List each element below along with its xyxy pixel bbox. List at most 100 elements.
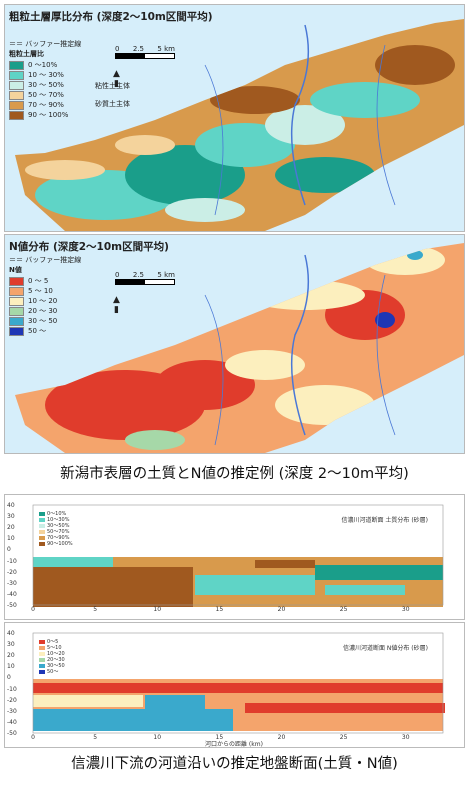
section1-x-tick-label: 20 [277, 606, 286, 613]
section2-legend-swatch [39, 640, 45, 644]
section1-legend-label: 50〜70% [47, 529, 70, 535]
section1-x-tick-label: 0 [31, 606, 35, 613]
section2-x-tick-label: 25 [339, 734, 348, 741]
map2-scale-bar: 0 2.5 5 km [115, 271, 175, 285]
map2-legend-label: 50 ～ [28, 326, 47, 335]
section2-legend-swatch [39, 646, 45, 650]
map2-legend-item: 5 ～ 10 [9, 286, 81, 296]
section1-y-tick-label: 10 [7, 535, 15, 543]
section1-legend-label: 10〜30% [47, 517, 70, 523]
map2-legend-swatch [9, 316, 24, 326]
map1-legend-item: 30 ～ 50% [9, 80, 81, 90]
section2-title: 信濃川河道断面 N値分布 (砂層) [343, 645, 428, 652]
section1-y-tick-label: -50 [7, 602, 17, 609]
section2-y-tick-label: 10 [7, 663, 15, 671]
n-value-section-graphic [32, 632, 445, 734]
map2-legend-swatch [9, 326, 24, 336]
map2-title: N値分布 (深度2～10m区間平均) [9, 241, 169, 253]
section2-legend-label: 20〜30 [47, 657, 65, 663]
section2-y-tick-label: -10 [7, 685, 17, 693]
section2-legend: 0〜5 5〜10 10〜20 20〜30 30〜50 50〜 [39, 639, 65, 675]
map2-buffer-label: ＝＝ バッファー推定線 [9, 256, 82, 264]
section1-x-tick-label: 30 [401, 606, 410, 613]
map2-legend-title: N値 [9, 266, 22, 274]
map1-annot-top: 粘性土主体 [95, 82, 130, 90]
map1-legend-title: 粗粒土層比 [9, 50, 44, 58]
section1-legend-item: 90〜100% [39, 541, 73, 547]
section2-y-tick-label: 30 [7, 641, 15, 649]
map2-legend-label: 10 ～ 20 [28, 296, 58, 305]
section2-legend-swatch [39, 658, 45, 662]
section1-legend-label: 70〜90% [47, 535, 70, 541]
section2-legend-swatch [39, 652, 45, 656]
map1-legend-label: 70 ～ 90% [28, 100, 64, 109]
map1-legend-label: 90 ～ 100% [28, 110, 69, 119]
section2-y-tick-label: -30 [7, 707, 17, 715]
map2-legend-swatch [9, 276, 24, 286]
section1-legend-item: 10〜30% [39, 517, 73, 523]
section1-legend-swatch [39, 542, 45, 546]
north-arrow-icon: ▲ ▮ [113, 69, 120, 89]
section1-legend-item: 70〜90% [39, 535, 73, 541]
section2-legend-item: 50〜 [39, 669, 65, 675]
section2-legend-swatch [39, 670, 45, 674]
section2-x-axis-label: 河口からの距離 (km) [205, 741, 263, 748]
map1-legend-swatch [9, 100, 24, 110]
map2-legend-swatch [9, 306, 24, 316]
section1-x-tick-label: 10 [153, 606, 162, 613]
map1-legend: ＝＝ バッファー推定線 粗粒土層比 0 ～10% 10 ～ 30% 30 ～ 50%… [9, 41, 81, 120]
section2-y-tick-label: 0 [7, 674, 11, 682]
map2-legend-label: 0 ～ 5 [28, 276, 49, 285]
section2-legend-label: 50〜 [47, 669, 59, 675]
section1-legend-label: 30〜50% [47, 523, 70, 529]
section1-legend-label: 90〜100% [47, 541, 73, 547]
section2-legend-item: 30〜50 [39, 663, 65, 669]
section1-legend-swatch [39, 524, 45, 528]
map1-legend-swatch [9, 70, 24, 80]
section1-legend-item: 50〜70% [39, 529, 73, 535]
section1-legend: 0〜10% 10〜30% 30〜50% 50〜70% 70〜90% 90〜100% [39, 511, 73, 547]
map1-legend-item: 70 ～ 90% [9, 100, 81, 110]
coarse-soil-map-graphic [15, 19, 464, 231]
map1-legend-swatch [9, 80, 24, 90]
section1-legend-swatch [39, 536, 45, 540]
section2-legend-label: 5〜10 [47, 645, 62, 651]
section1-x-tick-label: 15 [215, 606, 224, 613]
caption-river-section: 信濃川下流の河道沿いの推定地盤断面(土質・N値) [71, 756, 398, 772]
section2-x-tick-label: 5 [93, 734, 98, 741]
section2-y-tick-label: -50 [7, 730, 17, 737]
section2-y-tick-label: 40 [7, 630, 15, 637]
section1-legend-swatch [39, 512, 45, 516]
section1-y-tick-label: -10 [7, 557, 17, 565]
section1-y-tick-label: -30 [7, 579, 17, 587]
section1-legend-item: 30〜50% [39, 523, 73, 529]
section1-legend-label: 0〜10% [47, 511, 67, 517]
coarse-soil-ratio-map: 粗粒土層厚比分布 (深度2～10m区間平均) ＝＝ バッファー推定線 粗粒土層比… [4, 4, 465, 232]
map1-scale-bar: 0 2.5 5 km [115, 45, 175, 59]
map1-legend-item: 90 ～ 100% [9, 110, 81, 120]
map1-legend-swatch [9, 60, 24, 70]
n-value-map-graphic [15, 243, 464, 453]
map1-legend-item: 10 ～ 30% [9, 70, 81, 80]
section2-legend-item: 5〜10 [39, 645, 65, 651]
section1-title: 信濃川河道断面 土質分布 (砂層) [341, 517, 429, 524]
map1-legend-swatch [9, 90, 24, 100]
soil-cross-section: 信濃川河道断面 土質分布 (砂層) 0〜10% 10〜30% 30〜50% 50〜70… [4, 494, 465, 620]
map1-legend-label: 10 ～ 30% [28, 70, 64, 79]
map2-legend-swatch [9, 296, 24, 306]
section2-x-tick-label: 10 [153, 734, 162, 741]
section2-legend-label: 0〜5 [47, 639, 59, 645]
section1-legend-swatch [39, 518, 45, 522]
map2-legend-label: 5 ～ 10 [28, 286, 53, 295]
map2-legend-item: 0 ～ 5 [9, 276, 81, 286]
section2-x-tick-label: 20 [277, 734, 286, 741]
section2-x-tick-label: 30 [401, 734, 410, 741]
section2-y-tick-label: -20 [7, 696, 17, 704]
map1-buffer-label: ＝＝ バッファー推定線 [9, 40, 82, 48]
section1-x-tick-label: 5 [93, 606, 98, 613]
section2-legend-label: 30〜50 [47, 663, 65, 669]
caption-surface-soil: 新潟市表層の土質とN値の推定例 (深度 2～10m平均) [60, 466, 409, 482]
soil-section-graphic [32, 504, 444, 607]
